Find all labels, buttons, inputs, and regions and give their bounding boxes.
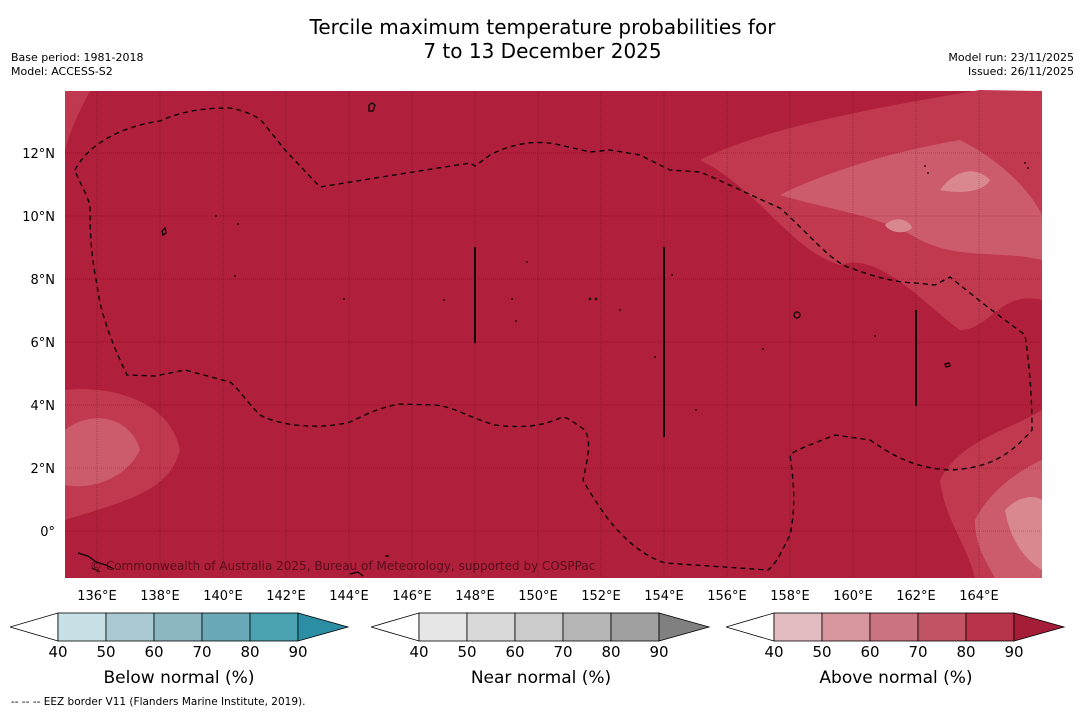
lon-label: 152°E xyxy=(581,589,621,604)
issued-date: Issued: 26/11/2025 xyxy=(967,65,1074,78)
colorbar-tick: 50 xyxy=(457,643,477,661)
gridlines xyxy=(65,91,1042,578)
lon-axis-labels: 136°E 138°E 140°E 142°E 144°E 146°E 148°… xyxy=(77,589,999,604)
lat-label: 8°N xyxy=(31,273,56,288)
small-island-dots xyxy=(215,162,1029,411)
near-normal-colorbar xyxy=(371,612,711,642)
base-period: Base period: 1981-2018 xyxy=(11,51,144,64)
below-normal-colorbar-swatch xyxy=(297,612,350,642)
island-outline-png xyxy=(77,552,115,573)
copyright-notice: © Commonwealth of Australia 2025, Bureau… xyxy=(90,559,595,573)
lon-label: 164°E xyxy=(959,589,999,604)
colorbar-tick: 90 xyxy=(288,643,308,661)
colorbar-tick: 50 xyxy=(96,643,116,661)
eez-border xyxy=(74,107,1033,571)
light-zone-east-inner xyxy=(780,140,1042,260)
colorbar-tick: 40 xyxy=(764,643,784,661)
below-normal-colorbar-swatch xyxy=(153,612,203,642)
lon-label: 146°E xyxy=(392,589,432,604)
probability-shading xyxy=(65,90,1042,578)
colorbar-tick: 40 xyxy=(48,643,68,661)
lon-label: 148°E xyxy=(455,589,495,604)
colorbar-tick: 60 xyxy=(144,643,164,661)
light-zone-west-inner xyxy=(65,418,140,487)
eez-footnote: -- -- -- EEZ border V11 (Flanders Marine… xyxy=(11,696,306,708)
lon-label: 162°E xyxy=(896,589,936,604)
above-normal-colorbar xyxy=(726,612,1066,642)
above-normal-colorbar-swatch xyxy=(821,612,871,642)
near-normal-colorbar-swatch xyxy=(610,612,660,642)
above-normal-colorbar-swatch xyxy=(726,612,775,642)
below-normal-colorbar-swatch xyxy=(105,612,155,642)
above-normal-colorbar-swatch xyxy=(1013,612,1066,642)
near-normal-colorbar-swatch xyxy=(371,612,420,642)
chart-title-line2: 7 to 13 December 2025 xyxy=(423,39,662,63)
below-normal-colorbar-swatch xyxy=(201,612,251,642)
lon-label: 138°E xyxy=(140,589,180,604)
lon-label: 136°E xyxy=(77,589,117,604)
lon-label: 160°E xyxy=(833,589,873,604)
colorbar-tick: 80 xyxy=(601,643,621,661)
colorbar-tick: 80 xyxy=(240,643,260,661)
near-normal-label: Near normal (%) xyxy=(470,668,612,688)
island-outline-east xyxy=(944,362,951,368)
below-normal-colorbar-swatch xyxy=(249,612,299,642)
lon-label: 142°E xyxy=(266,589,306,604)
island-features xyxy=(77,102,951,577)
island-outline-southcoast xyxy=(349,555,389,577)
colorbar-tick: 50 xyxy=(812,643,832,661)
near-normal-colorbar-swatch xyxy=(658,612,711,642)
lon-label: 144°E xyxy=(329,589,369,604)
above-normal-colorbar-swatch xyxy=(869,612,919,642)
colorbar-tick: 60 xyxy=(505,643,525,661)
island-outline-north xyxy=(368,102,376,112)
below-normal-colorbar-swatch xyxy=(57,612,107,642)
light-zone-east-spot xyxy=(885,219,912,233)
lat-label: 2°N xyxy=(31,462,56,477)
lat-label: 6°N xyxy=(31,336,56,351)
above-normal-colorbar-swatch xyxy=(773,612,823,642)
colorbar-tick: 70 xyxy=(553,643,573,661)
light-zone-northwest xyxy=(65,91,90,150)
colorbar-tick: 90 xyxy=(649,643,669,661)
colorbar-tick: 70 xyxy=(908,643,928,661)
island-outline-kosrae xyxy=(793,311,801,319)
lat-label: 12°N xyxy=(22,147,55,162)
above-normal-colorbar-swatch xyxy=(965,612,1015,642)
lat-axis-labels: 12°N 10°N 8°N 6°N 4°N 2°N 0° xyxy=(22,147,55,540)
above-normal-colorbar-swatch xyxy=(917,612,967,642)
near-normal-colorbar-swatch xyxy=(562,612,612,642)
lon-label: 158°E xyxy=(770,589,810,604)
light-zone-southeast-core xyxy=(1005,497,1042,570)
colorbar-tick: 90 xyxy=(1004,643,1024,661)
lat-label: 10°N xyxy=(22,210,55,225)
near-normal-colorbar-swatch xyxy=(466,612,516,642)
below-normal-colorbar xyxy=(10,612,350,642)
lon-label: 156°E xyxy=(707,589,747,604)
colorbar-tick: 40 xyxy=(409,643,429,661)
model-run: Model run: 23/11/2025 xyxy=(948,51,1074,64)
colorbar-tick: 70 xyxy=(192,643,212,661)
light-zone-east-core xyxy=(940,171,990,192)
colorbar-tick: 80 xyxy=(956,643,976,661)
lon-label: 150°E xyxy=(518,589,558,604)
below-normal-colorbar-swatch xyxy=(10,612,59,642)
colorbar-tick: 60 xyxy=(860,643,880,661)
above-normal-label: Above normal (%) xyxy=(819,668,973,688)
model-name: Model: ACCESS-S2 xyxy=(11,65,113,78)
below-normal-label: Below normal (%) xyxy=(103,668,255,688)
near-normal-colorbar-swatch xyxy=(418,612,468,642)
island-outline-yap xyxy=(161,226,167,236)
near-normal-colorbar-swatch xyxy=(514,612,564,642)
lat-label: 0° xyxy=(40,525,55,540)
lon-label: 140°E xyxy=(203,589,243,604)
lon-label: 154°E xyxy=(644,589,684,604)
lat-label: 4°N xyxy=(31,399,56,414)
probability-map: 12°N 10°N 8°N 6°N 4°N 2°N 0° 136°E 138°E… xyxy=(22,90,1042,604)
chart-title-line1: Tercile maximum temperature probabilitie… xyxy=(309,15,776,39)
